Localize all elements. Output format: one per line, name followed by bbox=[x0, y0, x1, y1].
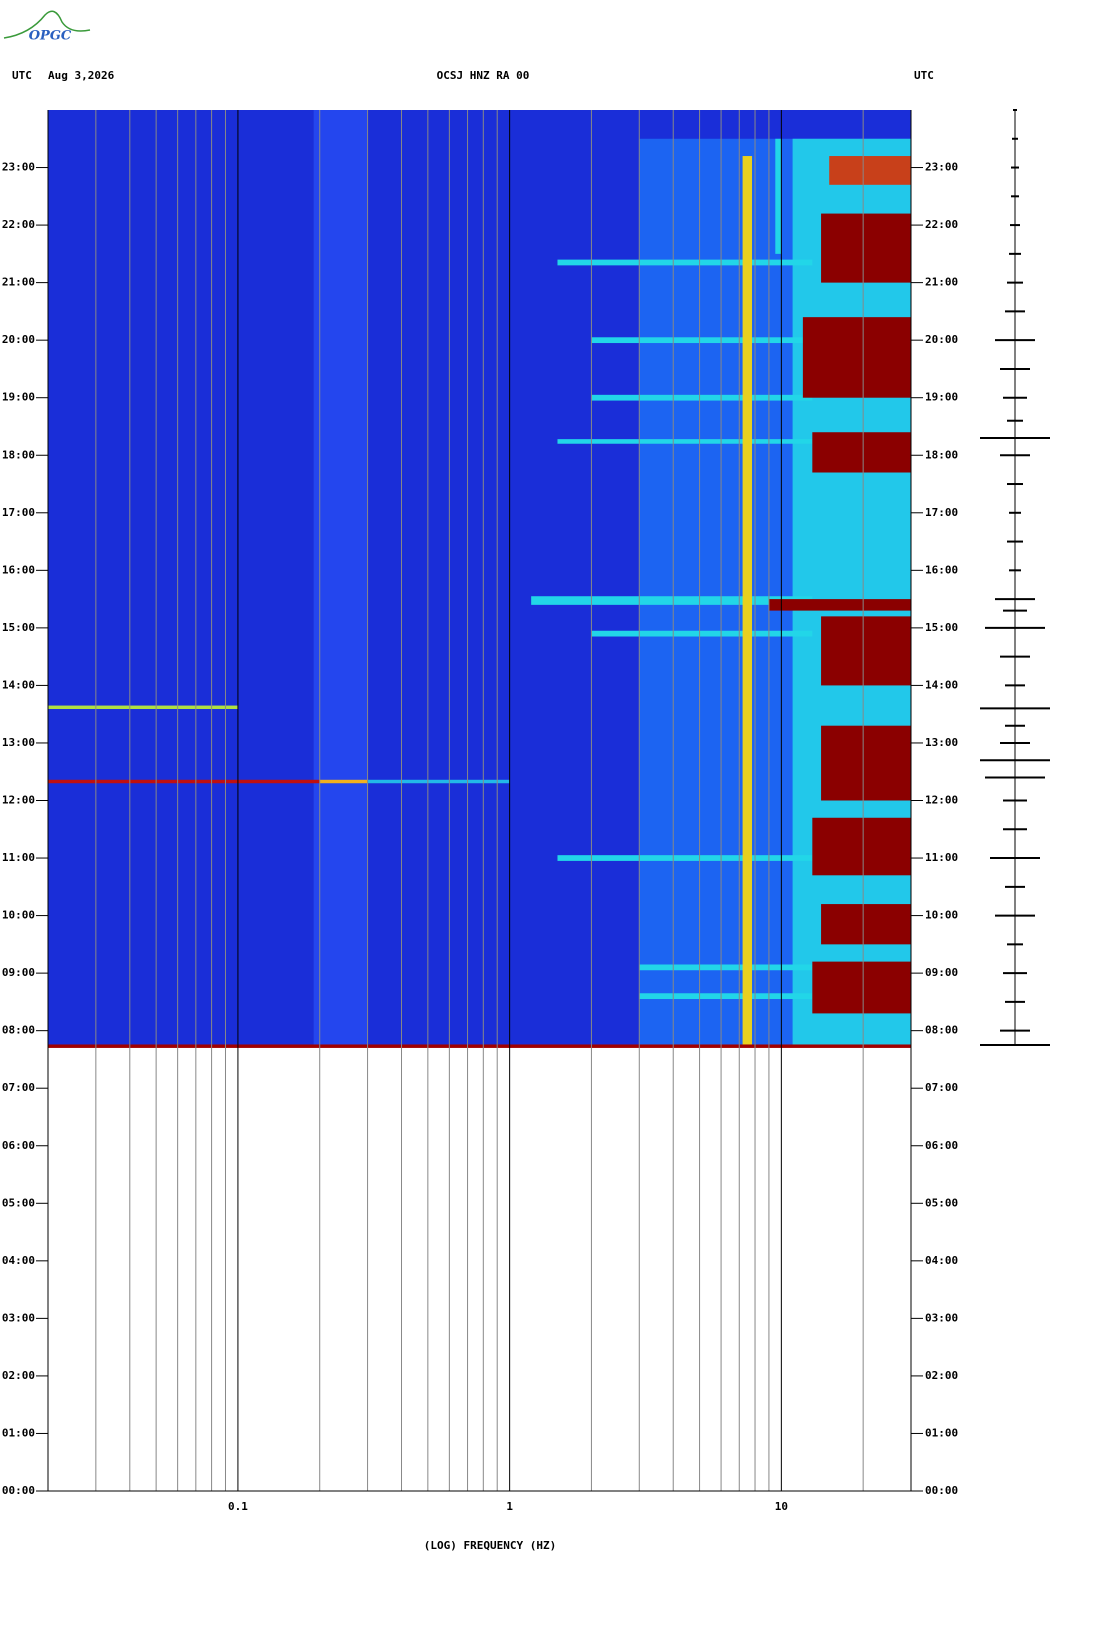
y-tick-label-left: 10:00 bbox=[2, 909, 35, 922]
y-tick-label-right: 22:00 bbox=[925, 218, 958, 231]
logo-swoosh bbox=[3, 10, 91, 39]
y-tick-label-right: 21:00 bbox=[925, 276, 958, 289]
y-tick-label-right: 13:00 bbox=[925, 736, 958, 749]
spectrogram-band bbox=[812, 817, 911, 876]
spectrogram-band bbox=[775, 138, 782, 254]
y-tick-label-right: 05:00 bbox=[925, 1196, 958, 1209]
spectrogram-band bbox=[639, 964, 813, 971]
y-tick-label-left: 06:00 bbox=[2, 1139, 35, 1152]
y-tick-label-right: 06:00 bbox=[925, 1139, 958, 1152]
date: Aug 3,2026 bbox=[48, 69, 115, 82]
y-tick-label-right: 16:00 bbox=[925, 563, 958, 576]
spectrogram-band bbox=[367, 779, 510, 784]
x-axis-label: (LOG) FREQUENCY (HZ) bbox=[424, 1539, 556, 1552]
y-tick-label-right: 14:00 bbox=[925, 678, 958, 691]
spectrogram-band bbox=[742, 156, 753, 1047]
spectrogram-band bbox=[48, 779, 320, 784]
y-tick-label-left: 05:00 bbox=[2, 1196, 35, 1209]
y-tick-label-right: 07:00 bbox=[925, 1081, 958, 1094]
y-tick-label-right: 15:00 bbox=[925, 621, 958, 634]
title: OCSJ HNZ RA 00 bbox=[437, 69, 530, 82]
y-tick-label-right: 01:00 bbox=[925, 1426, 958, 1439]
spectrogram-band bbox=[591, 337, 813, 344]
y-tick-label-left: 20:00 bbox=[2, 333, 35, 346]
spectrogram-band bbox=[821, 213, 911, 283]
spectrogram-band bbox=[812, 961, 911, 1014]
x-tick-label: 0.1 bbox=[228, 1500, 248, 1513]
spectrogram-band bbox=[821, 904, 911, 945]
y-tick-label-left: 08:00 bbox=[2, 1024, 35, 1037]
y-tick-label-right: 03:00 bbox=[925, 1311, 958, 1324]
y-tick-label-right: 23:00 bbox=[925, 161, 958, 174]
spectrogram-band bbox=[319, 779, 368, 784]
spectrogram-band bbox=[829, 156, 911, 185]
y-tick-label-left: 07:00 bbox=[2, 1081, 35, 1094]
y-tick-label-left: 04:00 bbox=[2, 1254, 35, 1267]
y-tick-label-right: 10:00 bbox=[925, 909, 958, 922]
y-tick-label-left: 14:00 bbox=[2, 678, 35, 691]
spectrogram-band bbox=[821, 616, 911, 686]
y-tick-label-left: 19:00 bbox=[2, 391, 35, 404]
spectrogram-band bbox=[48, 705, 238, 710]
y-tick-label-right: 19:00 bbox=[925, 391, 958, 404]
spectrogram-band bbox=[821, 725, 911, 801]
y-tick-label-left: 16:00 bbox=[2, 563, 35, 576]
spectrogram-band bbox=[591, 394, 813, 401]
y-tick-label-left: 22:00 bbox=[2, 218, 35, 231]
y-tick-label-right: 20:00 bbox=[925, 333, 958, 346]
y-tick-label-left: 13:00 bbox=[2, 736, 35, 749]
y-tick-label-left: 03:00 bbox=[2, 1311, 35, 1324]
y-tick-label-right: 12:00 bbox=[925, 794, 958, 807]
y-tick-label-right: 02:00 bbox=[925, 1369, 958, 1382]
spectrogram-band bbox=[531, 596, 813, 605]
spectrogram-band bbox=[557, 259, 813, 266]
x-tick-label: 10 bbox=[775, 1500, 788, 1513]
spectrogram-band bbox=[812, 432, 911, 473]
logo: OPGC bbox=[29, 29, 72, 44]
y-tick-label-right: 08:00 bbox=[925, 1024, 958, 1037]
y-tick-label-left: 15:00 bbox=[2, 621, 35, 634]
spectrogram-band bbox=[557, 855, 813, 861]
y-tick-label-right: 00:00 bbox=[925, 1484, 958, 1497]
y-tick-label-left: 23:00 bbox=[2, 161, 35, 174]
header-right: UTC bbox=[914, 69, 934, 82]
y-tick-label-left: 00:00 bbox=[2, 1484, 35, 1497]
y-tick-label-left: 01:00 bbox=[2, 1426, 35, 1439]
y-tick-label-right: 18:00 bbox=[925, 448, 958, 461]
y-tick-label-right: 04:00 bbox=[925, 1254, 958, 1267]
spectrogram-band bbox=[792, 138, 911, 1047]
y-tick-label-right: 09:00 bbox=[925, 966, 958, 979]
y-tick-label-right: 17:00 bbox=[925, 506, 958, 519]
spectrogram-band bbox=[639, 993, 813, 1000]
spectrogram-band bbox=[557, 439, 813, 444]
spectrogram-band bbox=[802, 317, 911, 398]
y-tick-label-left: 17:00 bbox=[2, 506, 35, 519]
x-tick-label: 1 bbox=[506, 1500, 513, 1513]
y-tick-label-left: 21:00 bbox=[2, 276, 35, 289]
y-tick-label-left: 09:00 bbox=[2, 966, 35, 979]
y-tick-label-left: 12:00 bbox=[2, 794, 35, 807]
y-tick-label-left: 02:00 bbox=[2, 1369, 35, 1382]
y-tick-label-right: 11:00 bbox=[925, 851, 958, 864]
spectrogram-band bbox=[48, 1044, 911, 1048]
header-left: UTC bbox=[12, 69, 32, 82]
spectrogram-band bbox=[313, 110, 368, 1047]
spectrogram-band bbox=[768, 599, 911, 611]
y-tick-label-left: 11:00 bbox=[2, 851, 35, 864]
spectrogram-band bbox=[591, 630, 813, 637]
y-tick-label-left: 18:00 bbox=[2, 448, 35, 461]
